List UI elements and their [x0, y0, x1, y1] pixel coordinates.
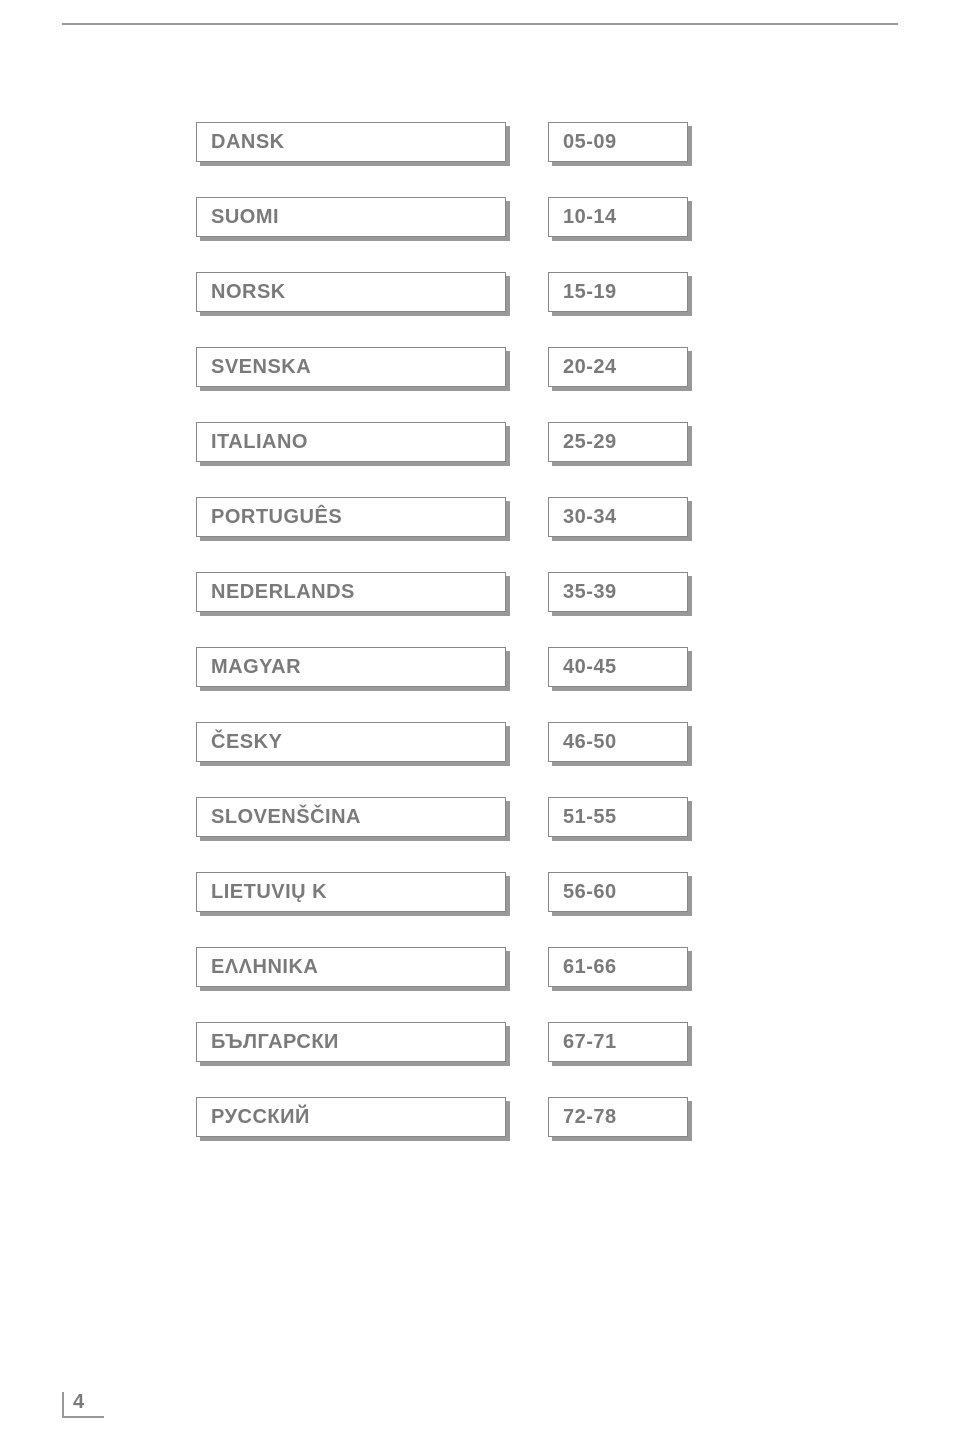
toc-pages-wrapper: 15-19	[548, 272, 688, 312]
toc-row: NORSK 15-19	[196, 272, 696, 312]
toc-pages-label: 15-19	[548, 272, 688, 312]
page-border-bottom	[62, 1416, 104, 1418]
toc-lang-wrapper: SLOVENŠČINA	[196, 797, 506, 837]
toc-lang-wrapper: SVENSKA	[196, 347, 506, 387]
toc-lang-wrapper: БЪЛГАРСКИ	[196, 1022, 506, 1062]
toc-row: LIETUVIŲ K 56-60	[196, 872, 696, 912]
toc-row: ΕΛΛΗΝΙΚΑ 61-66	[196, 947, 696, 987]
page-number: 4	[73, 1391, 84, 1418]
toc-pages-wrapper: 30-34	[548, 497, 688, 537]
toc-lang-wrapper: SUOMI	[196, 197, 506, 237]
toc-row: NEDERLANDS 35-39	[196, 572, 696, 612]
toc-lang-wrapper: ČESKY	[196, 722, 506, 762]
toc-pages-label: 05-09	[548, 122, 688, 162]
page-number-footer: 4	[62, 1391, 84, 1418]
toc-row: ITALIANO 25-29	[196, 422, 696, 462]
toc-pages-wrapper: 67-71	[548, 1022, 688, 1062]
toc-pages-label: 40-45	[548, 647, 688, 687]
toc-lang-label: ČESKY	[196, 722, 506, 762]
toc-pages-wrapper: 51-55	[548, 797, 688, 837]
toc-lang-wrapper: NEDERLANDS	[196, 572, 506, 612]
toc-lang-label: PORTUGUÊS	[196, 497, 506, 537]
toc-row: DANSK 05-09	[196, 122, 696, 162]
toc-row: SVENSKA 20-24	[196, 347, 696, 387]
toc-pages-label: 72-78	[548, 1097, 688, 1137]
toc-lang-label: NEDERLANDS	[196, 572, 506, 612]
toc-pages-wrapper: 10-14	[548, 197, 688, 237]
toc-pages-label: 61-66	[548, 947, 688, 987]
toc-pages-wrapper: 72-78	[548, 1097, 688, 1137]
toc-pages-wrapper: 61-66	[548, 947, 688, 987]
toc-lang-label: ITALIANO	[196, 422, 506, 462]
toc-container: DANSK 05-09 SUOMI 10-14 NORSK 15-19 SVEN…	[196, 122, 696, 1172]
toc-pages-label: 30-34	[548, 497, 688, 537]
toc-lang-wrapper: PORTUGUÊS	[196, 497, 506, 537]
toc-lang-wrapper: LIETUVIŲ K	[196, 872, 506, 912]
toc-lang-label: БЪЛГАРСКИ	[196, 1022, 506, 1062]
toc-row: ČESKY 46-50	[196, 722, 696, 762]
toc-row: РУССКИЙ 72-78	[196, 1097, 696, 1137]
toc-pages-label: 51-55	[548, 797, 688, 837]
toc-pages-wrapper: 20-24	[548, 347, 688, 387]
toc-lang-label: РУССКИЙ	[196, 1097, 506, 1137]
toc-lang-label: SLOVENŠČINA	[196, 797, 506, 837]
toc-lang-label: SUOMI	[196, 197, 506, 237]
toc-lang-wrapper: РУССКИЙ	[196, 1097, 506, 1137]
toc-row: MAGYAR 40-45	[196, 647, 696, 687]
toc-pages-wrapper: 40-45	[548, 647, 688, 687]
toc-row: PORTUGUÊS 30-34	[196, 497, 696, 537]
toc-lang-label: SVENSKA	[196, 347, 506, 387]
toc-pages-wrapper: 56-60	[548, 872, 688, 912]
top-rule	[62, 23, 898, 25]
toc-row: SLOVENŠČINA 51-55	[196, 797, 696, 837]
toc-lang-label: NORSK	[196, 272, 506, 312]
toc-lang-wrapper: NORSK	[196, 272, 506, 312]
toc-pages-wrapper: 35-39	[548, 572, 688, 612]
toc-pages-wrapper: 05-09	[548, 122, 688, 162]
toc-lang-wrapper: MAGYAR	[196, 647, 506, 687]
toc-lang-wrapper: ΕΛΛΗΝΙΚΑ	[196, 947, 506, 987]
toc-row: БЪЛГАРСКИ 67-71	[196, 1022, 696, 1062]
toc-pages-wrapper: 25-29	[548, 422, 688, 462]
toc-pages-label: 20-24	[548, 347, 688, 387]
toc-lang-label: LIETUVIŲ K	[196, 872, 506, 912]
toc-lang-label: DANSK	[196, 122, 506, 162]
toc-lang-label: MAGYAR	[196, 647, 506, 687]
toc-pages-label: 35-39	[548, 572, 688, 612]
toc-lang-label: ΕΛΛΗΝΙΚΑ	[196, 947, 506, 987]
toc-pages-label: 25-29	[548, 422, 688, 462]
toc-pages-wrapper: 46-50	[548, 722, 688, 762]
toc-pages-label: 56-60	[548, 872, 688, 912]
toc-lang-wrapper: ITALIANO	[196, 422, 506, 462]
toc-pages-label: 10-14	[548, 197, 688, 237]
page-border-left	[62, 1392, 64, 1418]
toc-lang-wrapper: DANSK	[196, 122, 506, 162]
toc-pages-label: 46-50	[548, 722, 688, 762]
toc-pages-label: 67-71	[548, 1022, 688, 1062]
toc-row: SUOMI 10-14	[196, 197, 696, 237]
